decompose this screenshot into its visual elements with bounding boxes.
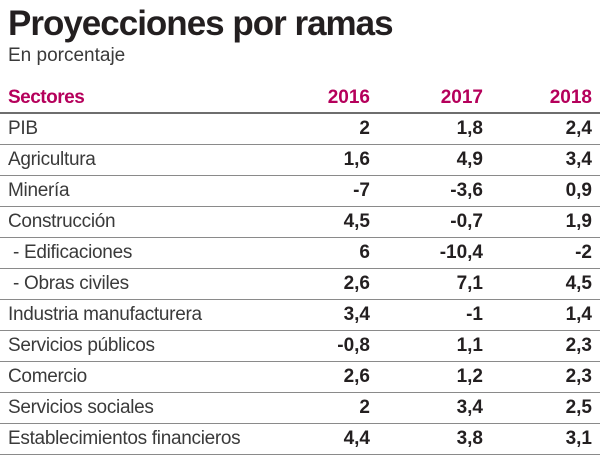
row-label: Construcción [8,211,116,232]
projections-table: Sectores 2016 2017 2018 PIB 2 1,8 2,4 Agricu… [0,84,600,455]
value-cell-2016: 4,5 [343,211,370,232]
row-label: Industria manufacturera [8,304,202,325]
table-row: PIB 2 1,8 2,4 [0,114,600,145]
value-cell-2018: 3,1 [565,428,592,449]
value-cell-2016: 3,4 [343,304,370,325]
column-header-sectores: Sectores [8,87,85,108]
value-cell-2017: 1,8 [456,118,483,139]
value-cell-2016: 1,6 [343,149,370,170]
table-row: - Edificaciones 6 -10,4 -2 [0,238,600,269]
value-cell-2018: 0,9 [565,180,592,201]
column-header-2018: 2018 [549,87,592,108]
value-cell-2016: 2,6 [343,366,370,387]
value-cell-2016: 6 [359,242,370,263]
value-cell-2018: 1,9 [565,211,592,232]
table-row: Comercio 2,6 1,2 2,3 [0,362,600,393]
row-label: Establecimientos financieros [8,428,241,449]
column-header-2017: 2017 [440,87,483,108]
value-cell-2016: -7 [353,180,370,201]
table-row: Establecimientos financieros 4,4 3,8 3,1 [0,424,600,455]
value-cell-2017: 7,1 [456,273,483,294]
table-title: Proyecciones por ramas [8,4,394,43]
row-label: Minería [8,180,70,201]
value-cell-2016: 2 [359,118,370,139]
value-cell-2017: 4,9 [456,149,483,170]
row-label: Servicios sociales [8,397,154,418]
value-cell-2016: 4,4 [343,428,370,449]
value-cell-2018: 2,4 [565,118,592,139]
value-cell-2016: -0,8 [337,335,370,356]
row-label: - Obras civiles [8,273,129,294]
table-row: Servicios sociales 2 3,4 2,5 [0,393,600,424]
value-cell-2018: 3,4 [565,149,592,170]
table-row: Minería -7 -3,6 0,9 [0,176,600,207]
table-row: Servicios públicos -0,8 1,1 2,3 [0,331,600,362]
value-cell-2018: 4,5 [565,273,592,294]
table-subtitle: En porcentaje [8,45,126,66]
value-cell-2017: -10,4 [439,242,483,263]
table-row: - Obras civiles 2,6 7,1 4,5 [0,269,600,300]
value-cell-2017: 1,1 [456,335,483,356]
value-cell-2016: 2 [359,397,370,418]
value-cell-2018: -2 [575,242,592,263]
row-label: PIB [8,118,38,139]
value-cell-2017: 1,2 [456,366,483,387]
value-cell-2018: 2,5 [565,397,592,418]
table-row: Agricultura 1,6 4,9 3,4 [0,145,600,176]
row-label: Comercio [8,366,87,387]
value-cell-2017: -0,7 [450,211,483,232]
value-cell-2017: -1 [466,304,483,325]
row-label: Agricultura [8,149,96,170]
row-label: - Edificaciones [8,242,133,263]
table-row: Construcción 4,5 -0,7 1,9 [0,207,600,238]
table-row: Industria manufacturera 3,4 -1 1,4 [0,300,600,331]
value-cell-2018: 2,3 [565,335,592,356]
value-cell-2016: 2,6 [343,273,370,294]
value-cell-2018: 1,4 [565,304,592,325]
table-header-row: Sectores 2016 2017 2018 [0,84,600,114]
column-header-2016: 2016 [327,87,370,108]
value-cell-2017: 3,8 [456,428,483,449]
value-cell-2018: 2,3 [565,366,592,387]
row-label: Servicios públicos [8,335,155,356]
value-cell-2017: 3,4 [456,397,483,418]
value-cell-2017: -3,6 [450,180,483,201]
